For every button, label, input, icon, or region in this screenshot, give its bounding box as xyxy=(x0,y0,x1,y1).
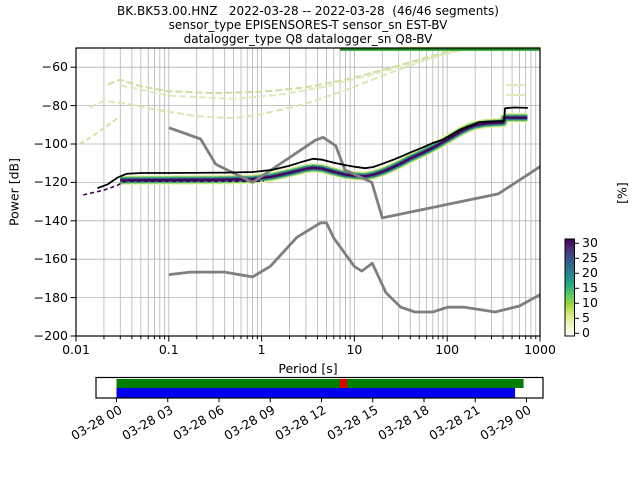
timeline-frame xyxy=(95,376,544,399)
timeline-processed-bar xyxy=(116,388,516,398)
x-tick-label: 0.1 xyxy=(158,342,179,357)
x-tick-label: 10 xyxy=(346,342,363,357)
colorbar xyxy=(564,238,575,337)
series-transient-trace-4 xyxy=(79,117,119,145)
x-tick-label: 0.01 xyxy=(62,342,90,357)
y-tick-label: −80 xyxy=(41,97,68,113)
x-tick-label: 100 xyxy=(435,342,460,357)
series-noise-model-low-nlnm xyxy=(168,221,541,314)
timeline-gap-bar xyxy=(339,379,347,388)
series-noise-model-high-nhnm xyxy=(168,126,541,220)
colorbar-label: [%] xyxy=(614,182,630,204)
title-line-2: sensor_type EPISENSORES-T sensor_sn EST-… xyxy=(168,18,448,32)
title-line-1: BK.BK53.00.HNZ 2022-03-28 -- 2022-03-28 … xyxy=(117,4,499,18)
y-tick-label: −100 xyxy=(33,136,68,151)
y-tick-label: −60 xyxy=(41,59,68,75)
y-tick-label: −140 xyxy=(33,212,68,228)
colorbar-tick-label: 0 xyxy=(582,325,590,341)
colorbar-tick-label: 5 xyxy=(582,310,590,326)
colorbar-tick-label: 15 xyxy=(582,280,598,296)
plot-frame xyxy=(75,47,541,337)
colorbar-tick-label: 25 xyxy=(582,250,598,266)
series-transient-trace-3 xyxy=(120,48,464,100)
x-tick-label: 1000 xyxy=(524,342,556,357)
title-line-3: datalogger_type Q8 datalogger_sn Q8-BV xyxy=(183,32,433,46)
colorbar-tick-label: 30 xyxy=(582,235,598,251)
timeline-coverage-bar xyxy=(116,379,524,388)
ppsd-band-layer-30pct xyxy=(120,116,528,182)
x-axis-label: Period [s] xyxy=(278,361,338,376)
colorbar-tick-label: 20 xyxy=(582,265,598,281)
y-tick-label: −160 xyxy=(33,251,68,267)
y-tick-label: −120 xyxy=(33,174,68,190)
series-psd-mode xyxy=(83,180,264,196)
series-psd-mean xyxy=(97,106,528,190)
series-transient-trace-1 xyxy=(107,48,462,95)
y-tick-label: −200 xyxy=(33,328,68,343)
y-tick-label: −180 xyxy=(33,289,68,305)
colorbar-tick-label: 10 xyxy=(582,295,598,311)
x-tick-label: 1 xyxy=(257,342,266,357)
series-transient-trace-2 xyxy=(89,48,459,120)
